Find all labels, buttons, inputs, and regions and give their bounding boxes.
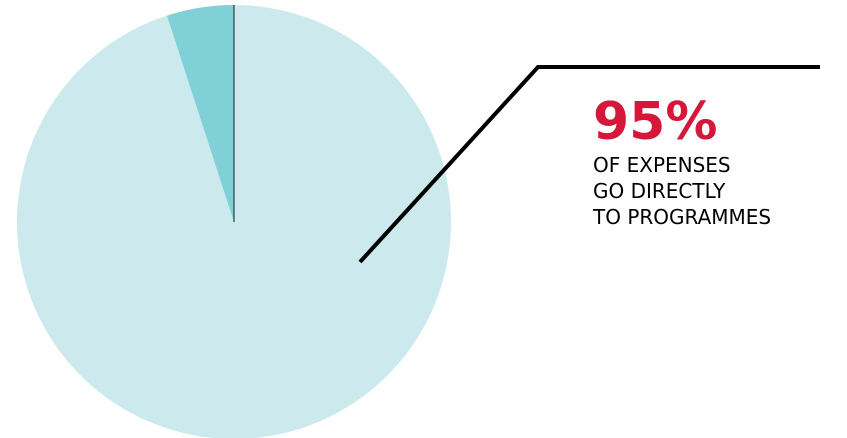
pie-slice-2 bbox=[166, 5, 234, 222]
callout-text: OF EXPENSES GO DIRECTLY TO PROGRAMMES bbox=[593, 152, 843, 230]
callout-value: 95% bbox=[593, 92, 718, 152]
callout-line-2: GO DIRECTLY bbox=[593, 179, 726, 203]
callout-line-1: OF EXPENSES bbox=[593, 153, 731, 177]
callout-line-3: TO PROGRAMMES bbox=[593, 205, 772, 229]
callout: 95% OF EXPENSES GO DIRECTLY TO PROGRAMME… bbox=[593, 92, 843, 230]
callout-leader-line bbox=[358, 65, 820, 264]
